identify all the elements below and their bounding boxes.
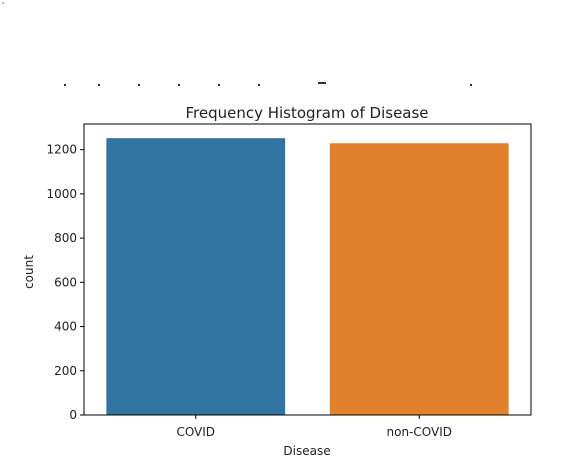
- y-tick-label: 800: [54, 231, 77, 245]
- y-tick-label: 1000: [46, 187, 77, 201]
- plot-area: 0 200 400 600 800 1000 1200 COVID non-COVID: [46, 123, 532, 439]
- y-axis-label: count: [22, 255, 36, 289]
- x-tick-label: non-COVID: [387, 425, 452, 439]
- artifact-marks: [2, 2, 472, 86]
- y-tick-label: 200: [54, 364, 77, 378]
- chart-title: Frequency Histogram of Disease: [185, 104, 428, 122]
- y-tick-label: 0: [69, 408, 77, 422]
- x-axis-label: Disease: [283, 444, 330, 458]
- bar-covid: [106, 138, 286, 415]
- plot-frame: [83, 123, 532, 416]
- y-tick-label: 400: [54, 320, 77, 334]
- bar-non-covid: [329, 143, 509, 415]
- y-tick-label: 600: [54, 275, 77, 289]
- y-tick-label: 1200: [46, 143, 77, 157]
- x-tick-label: COVID: [176, 425, 215, 439]
